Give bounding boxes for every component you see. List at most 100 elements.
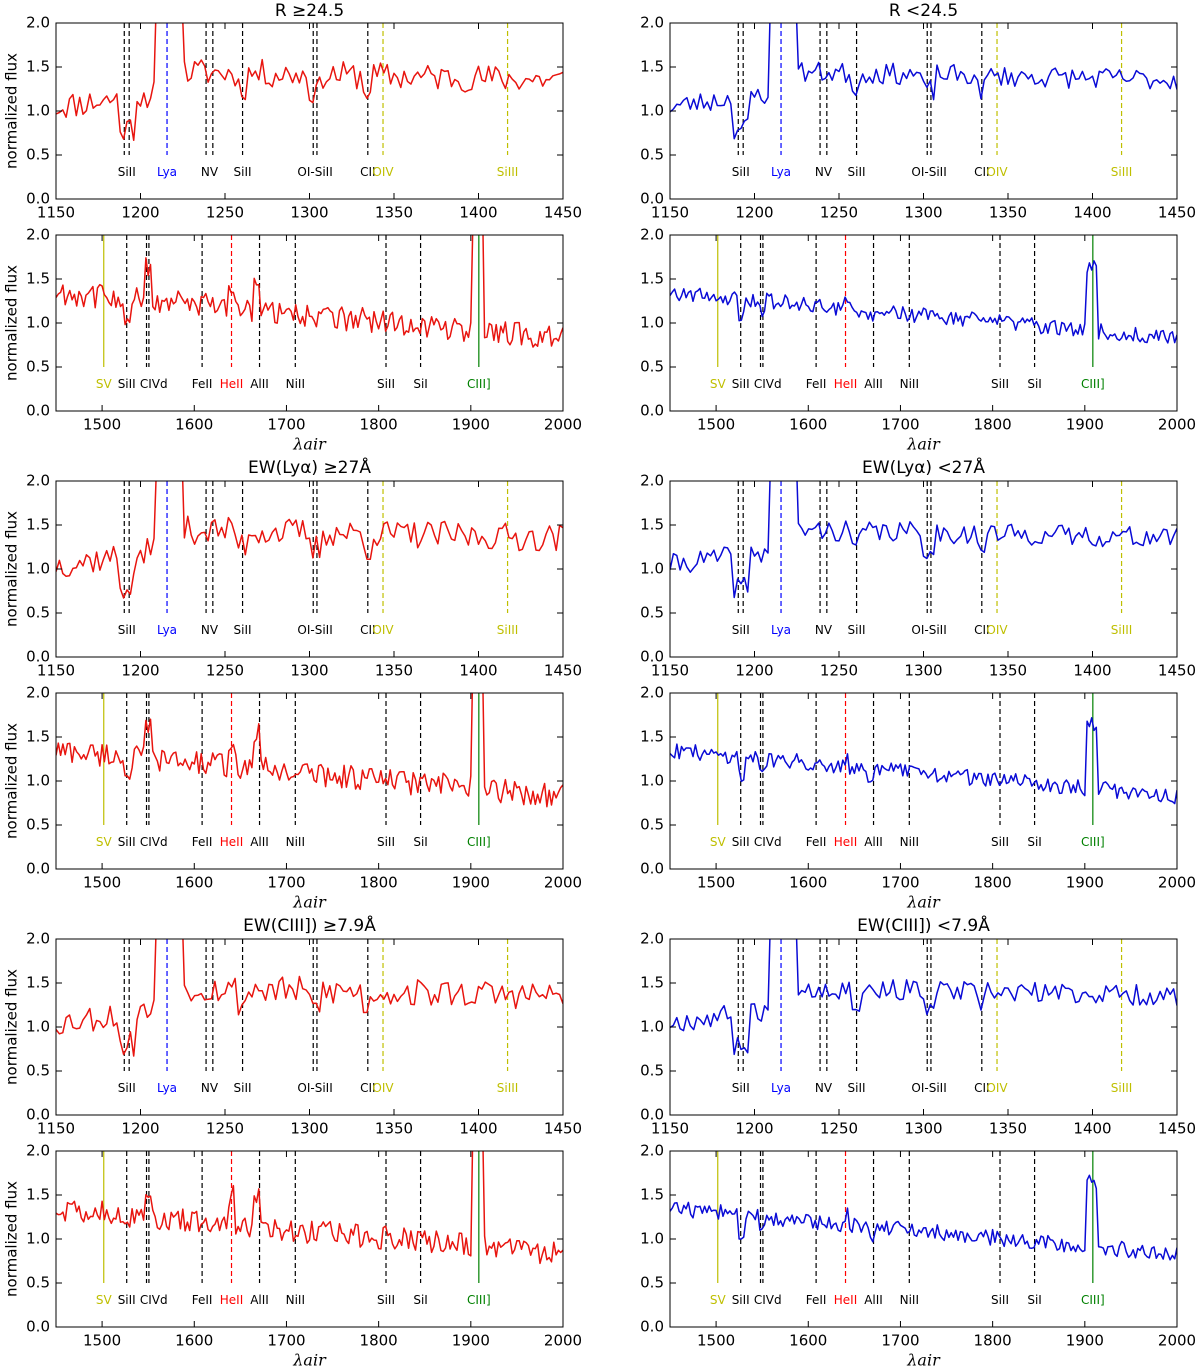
feature-label: SiI <box>413 1293 428 1307</box>
feature-label: FeII <box>192 835 213 849</box>
y-tick-label: 0.0 <box>26 402 50 420</box>
feature-label: NiII <box>286 377 305 391</box>
feature-label: SiI <box>413 835 428 849</box>
feature-label: SV <box>96 835 113 849</box>
x-tick-label: 1600 <box>789 416 827 434</box>
feature-label: HeII <box>220 1293 243 1307</box>
feature-label: SiII <box>732 165 750 179</box>
x-tick-label: 1350 <box>989 1120 1027 1138</box>
panel-title: R ≥24.5 <box>275 1 344 21</box>
x-tick-label: 1400 <box>1073 1120 1111 1138</box>
x-axis-label: λair <box>906 1351 941 1370</box>
y-axis-label: normalized flux <box>3 969 21 1085</box>
y-tick-label: 1.5 <box>640 270 664 288</box>
spectrum-line <box>670 481 1177 599</box>
spectrum-line <box>56 1151 563 1265</box>
feature-label: SiII <box>118 377 136 391</box>
feature-label: CII <box>974 623 989 637</box>
feature-label: SiII <box>118 165 136 179</box>
x-tick-label: 1700 <box>881 874 919 892</box>
feature-label: HeII <box>834 835 857 849</box>
x-tick-label: 1450 <box>544 204 582 222</box>
feature-label: SiI <box>1027 377 1042 391</box>
spectrum-line <box>56 235 563 348</box>
feature-label: AlII <box>864 377 883 391</box>
feature-label: NiII <box>900 377 919 391</box>
feature-label: AlII <box>864 1293 883 1307</box>
y-tick-label: 0.0 <box>26 190 50 208</box>
feature-label: FeII <box>806 377 827 391</box>
feature-label: SiII <box>991 835 1009 849</box>
feature-label: HeII <box>220 835 243 849</box>
y-tick-label: 0.0 <box>640 190 664 208</box>
feature-label: AlII <box>250 835 269 849</box>
y-tick-label: 1.5 <box>26 58 50 76</box>
y-tick-label: 0.5 <box>26 358 50 376</box>
y-tick-label: 1.5 <box>640 728 664 746</box>
x-tick-label: 1200 <box>121 1120 159 1138</box>
y-tick-label: 1.5 <box>26 516 50 534</box>
feature-label: FeII <box>192 377 213 391</box>
x-axis-label: λair <box>292 435 327 454</box>
x-tick-label: 1450 <box>544 662 582 680</box>
y-tick-label: 1.0 <box>640 314 664 332</box>
feature-label: SiIII <box>1111 165 1133 179</box>
x-tick-label: 1300 <box>904 204 942 222</box>
x-tick-label: 1200 <box>121 204 159 222</box>
feature-label: SiII <box>732 1293 750 1307</box>
y-tick-label: 2.0 <box>640 1142 664 1160</box>
feature-label: CIII] <box>1081 1293 1105 1307</box>
x-tick-label: 1800 <box>974 874 1012 892</box>
feature-label: SiIII <box>497 165 519 179</box>
feature-label: CIVd <box>140 835 168 849</box>
feature-label: SiII <box>848 623 866 637</box>
feature-label: Lya <box>157 1081 177 1095</box>
x-tick-label: 1350 <box>375 204 413 222</box>
feature-label: OI-SiII <box>911 623 946 637</box>
feature-label: SiIII <box>497 623 519 637</box>
feature-label: HeII <box>834 1293 857 1307</box>
x-tick-label: 1900 <box>452 1332 490 1350</box>
feature-label: SiII <box>732 377 750 391</box>
x-tick-label: 2000 <box>544 874 582 892</box>
feature-label: CIII] <box>467 1293 491 1307</box>
feature-label: SiI <box>1027 835 1042 849</box>
y-tick-label: 1.0 <box>640 1230 664 1248</box>
x-axis-label: λair <box>292 1351 327 1370</box>
y-tick-label: 1.0 <box>640 102 664 120</box>
feature-label: SiII <box>118 623 136 637</box>
x-tick-label: 1600 <box>175 1332 213 1350</box>
y-tick-label: 0.0 <box>26 648 50 666</box>
x-tick-label: 1150 <box>651 662 689 680</box>
y-tick-label: 0.5 <box>26 604 50 622</box>
x-tick-label: 1250 <box>206 204 244 222</box>
feature-label: SiII <box>732 1081 750 1095</box>
y-tick-label: 1.5 <box>26 974 50 992</box>
x-tick-label: 1300 <box>904 1120 942 1138</box>
feature-label: CIII] <box>467 835 491 849</box>
feature-label: OIV <box>372 1081 394 1095</box>
y-tick-label: 1.0 <box>26 102 50 120</box>
y-tick-label: 1.0 <box>26 1230 50 1248</box>
x-tick-label: 1400 <box>459 204 497 222</box>
spectrum-panel-5: EW(CIII]) ≥7.9Å SiII Lya NV SiII OI-SiII CIIOI… <box>3 914 583 1370</box>
feature-label: SiII <box>732 623 750 637</box>
y-tick-label: 0.5 <box>640 816 664 834</box>
y-tick-label: 1.5 <box>26 270 50 288</box>
y-tick-label: 0.0 <box>26 1106 50 1124</box>
x-tick-label: 1900 <box>452 874 490 892</box>
y-tick-label: 0.0 <box>640 1106 664 1124</box>
y-tick-label: 1.5 <box>640 516 664 534</box>
feature-label: NiII <box>286 1293 305 1307</box>
x-tick-label: 1250 <box>820 204 858 222</box>
x-tick-label: 1800 <box>974 1332 1012 1350</box>
x-tick-label: 1250 <box>206 1120 244 1138</box>
feature-label: OI-SiII <box>297 165 332 179</box>
y-tick-label: 1.0 <box>640 1018 664 1036</box>
feature-label: HeII <box>220 377 243 391</box>
y-tick-label: 2.0 <box>26 226 50 244</box>
y-tick-label: 0.5 <box>640 1062 664 1080</box>
